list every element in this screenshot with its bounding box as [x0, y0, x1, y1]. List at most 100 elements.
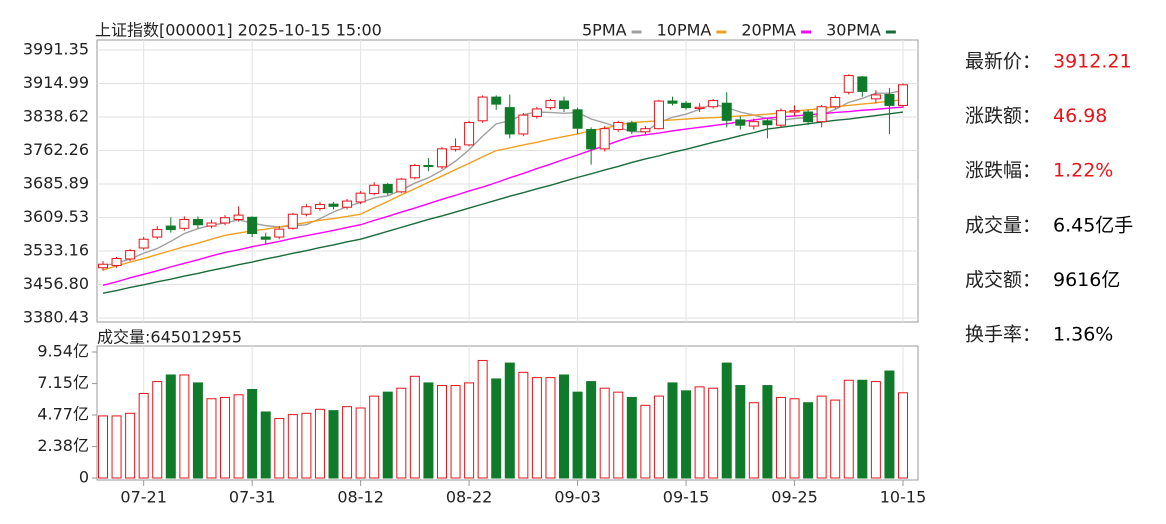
- volume-bar: [708, 387, 719, 479]
- legend-label: 5PMA: [582, 21, 627, 40]
- candle-body: [884, 93, 895, 106]
- volume-bar: [274, 418, 285, 479]
- candle-body: [789, 110, 800, 113]
- volume-bar: [884, 370, 895, 479]
- volume-bar: [450, 385, 461, 479]
- quote-label: 涨跌幅：: [965, 160, 1041, 182]
- candle-body: [531, 108, 542, 117]
- volume-bar: [518, 371, 529, 479]
- candle-body: [369, 184, 380, 195]
- volume-bar: [681, 390, 692, 479]
- candle-body: [681, 102, 692, 109]
- candle-body: [464, 122, 475, 146]
- candle-body: [898, 84, 908, 106]
- ma-line: [102, 99, 904, 271]
- volume-bar: [98, 415, 108, 479]
- quote-value: 3912.21: [1053, 51, 1132, 73]
- candle-body: [220, 217, 231, 224]
- quote-value: 9616亿: [1053, 269, 1120, 291]
- volume-bar: [287, 414, 298, 479]
- volume-bar: [314, 408, 325, 479]
- volume-bar: [775, 396, 786, 479]
- candle-body: [830, 97, 841, 108]
- candle-body: [599, 128, 610, 150]
- quote-label: 换手率：: [965, 324, 1041, 346]
- quote-value: 1.22%: [1053, 160, 1113, 182]
- volume-frame: [96, 345, 919, 481]
- candle-body: [491, 96, 502, 105]
- quote-label: 涨跌额：: [965, 105, 1041, 127]
- quote-label: 成交量：: [965, 214, 1041, 236]
- legend-label: 10PMA: [657, 21, 712, 40]
- y-tick-label: 3456.80: [23, 274, 89, 293]
- volume-bar: [789, 398, 800, 479]
- candle-body: [816, 106, 827, 123]
- candle-body: [260, 236, 271, 240]
- volume-bar: [192, 382, 203, 479]
- volume-bar: [857, 379, 868, 479]
- volume-bar: [748, 402, 759, 479]
- volume-bar: [477, 359, 488, 479]
- volume-bar: [382, 391, 393, 479]
- volume-bar: [667, 382, 678, 479]
- volume-bar: [220, 396, 231, 479]
- candle-body: [613, 122, 624, 131]
- candle-body: [125, 250, 136, 260]
- volume-bar: [586, 381, 597, 479]
- volume-bar: [233, 394, 244, 479]
- volume-bar: [260, 411, 271, 479]
- candle-body: [843, 75, 854, 93]
- volume-bar: [301, 412, 312, 479]
- candle-body: [328, 203, 339, 207]
- candle-body: [436, 148, 447, 168]
- candle-body: [518, 114, 529, 135]
- candle-body: [803, 111, 814, 123]
- ma-line: [102, 111, 904, 294]
- candle-body: [775, 110, 786, 126]
- volume-bar: [694, 386, 705, 479]
- y-tick-label: 9.54亿: [37, 342, 89, 361]
- y-tick-label: 2.38亿: [37, 436, 89, 455]
- candle-body: [423, 165, 434, 168]
- quote-label: 成交额：: [965, 269, 1041, 291]
- volume-bar: [342, 406, 353, 479]
- volume-bar: [545, 377, 556, 479]
- candle-body: [206, 222, 217, 227]
- y-tick-label: 3914.99: [23, 73, 89, 92]
- candle-body: [572, 109, 583, 129]
- volume-bar: [816, 395, 827, 479]
- volume-bar: [165, 374, 176, 479]
- candle-body: [667, 100, 678, 104]
- ma-line: [102, 106, 904, 286]
- legend-label: 30PMA: [826, 21, 881, 40]
- candle-body: [653, 100, 664, 130]
- candle-body: [586, 129, 597, 150]
- candle-body: [287, 213, 298, 229]
- candle-body: [762, 120, 773, 126]
- candle-body: [396, 178, 407, 193]
- volume-bar: [898, 392, 908, 479]
- y-tick-label: 7.15亿: [37, 373, 89, 392]
- y-tick-label: 3533.16: [23, 241, 89, 260]
- volume-bar: [328, 410, 339, 479]
- candle-body: [111, 258, 122, 267]
- y-tick-label: 3685.89: [23, 174, 89, 193]
- x-tick-label: 07-21: [120, 488, 167, 507]
- quote-value: 46.98: [1053, 105, 1107, 127]
- volume-bar: [572, 391, 583, 479]
- y-tick-label: 3609.53: [23, 207, 89, 226]
- candle-body: [314, 204, 325, 210]
- volume-bar: [464, 382, 475, 479]
- candle-body: [274, 228, 285, 238]
- x-tick-label: 09-03: [554, 488, 601, 507]
- volume-bar: [531, 377, 542, 479]
- x-tick-label: 09-15: [663, 488, 710, 507]
- candle-body: [748, 121, 759, 127]
- volume-bar: [491, 378, 502, 479]
- candle-body: [626, 122, 637, 132]
- y-tick-label: 3991.35: [23, 40, 89, 59]
- volume-bar: [626, 396, 637, 479]
- volume-bar: [409, 375, 420, 479]
- x-tick-label: 09-25: [771, 488, 818, 507]
- volume-bar: [369, 395, 380, 479]
